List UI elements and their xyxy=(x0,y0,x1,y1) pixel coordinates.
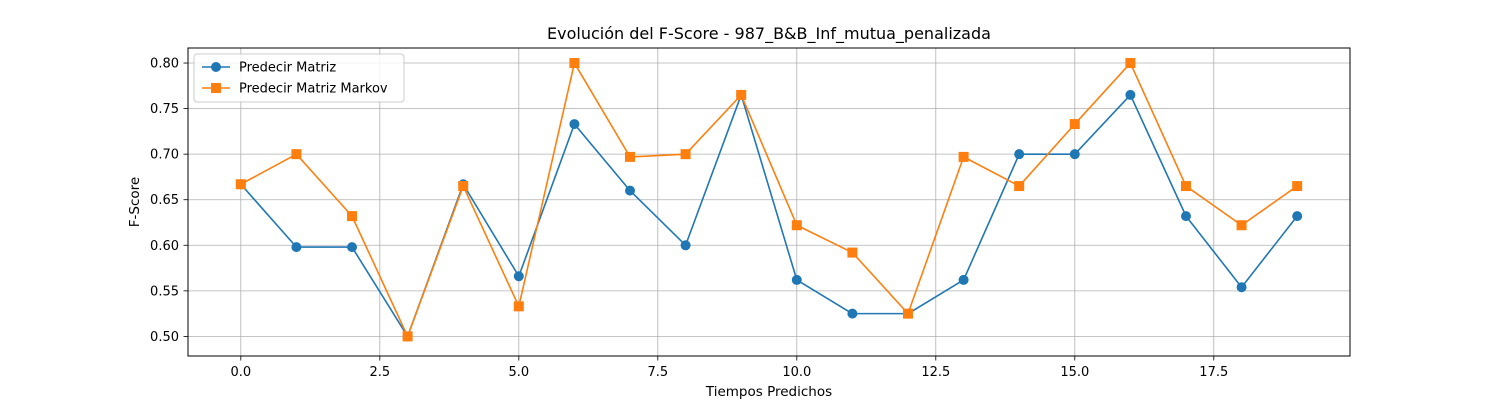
data-point xyxy=(1014,181,1025,192)
y-tick-label: 0.55 xyxy=(150,284,179,299)
data-point xyxy=(958,151,969,162)
data-point xyxy=(1069,149,1080,160)
data-point xyxy=(347,211,358,222)
x-tick-label: 7.5 xyxy=(647,365,668,380)
y-tick-label: 0.60 xyxy=(150,239,179,254)
legend-label: Predecir Matriz Markov xyxy=(239,82,388,97)
data-point xyxy=(402,331,413,342)
data-point xyxy=(736,89,747,100)
legend: Predecir Matriz Predecir Matriz Markov xyxy=(193,53,405,103)
y-axis-label: F-Score xyxy=(127,177,143,227)
data-point xyxy=(1236,220,1247,231)
y-tick-label: 0.65 xyxy=(150,193,179,208)
x-tick-label: 10.0 xyxy=(782,365,811,380)
x-tick-label: 12.5 xyxy=(921,365,950,380)
data-point xyxy=(1180,181,1191,192)
series-2 xyxy=(235,58,1303,342)
data-point xyxy=(1125,89,1136,100)
data-point xyxy=(1014,149,1025,160)
y-tick-label: 0.70 xyxy=(150,148,179,163)
data-point xyxy=(791,274,802,285)
data-point xyxy=(458,181,469,192)
data-point xyxy=(347,242,358,253)
data-point xyxy=(513,301,524,312)
data-point xyxy=(625,185,636,196)
data-point xyxy=(791,220,802,231)
data-point xyxy=(1069,119,1080,130)
data-point xyxy=(1236,282,1247,293)
data-point xyxy=(1125,58,1136,69)
data-point xyxy=(1292,211,1303,222)
y-tick-label: 0.50 xyxy=(150,330,179,345)
x-axis-label: Tiempos Predichos xyxy=(705,384,832,400)
chart-title: Evolución del F-Score - 987_B&B_Inf_mutu… xyxy=(547,24,991,44)
data-point xyxy=(513,271,524,282)
data-point xyxy=(847,308,858,319)
legend-box xyxy=(193,53,405,103)
x-tick-label: 17.5 xyxy=(1199,365,1228,380)
x-tick-label: 2.5 xyxy=(369,365,390,380)
x-tick-label: 15.0 xyxy=(1060,365,1089,380)
data-point xyxy=(1180,211,1191,222)
y-tick-label: 0.75 xyxy=(150,102,179,117)
x-tick-label: 5.0 xyxy=(508,365,529,380)
series-lines xyxy=(235,58,1303,342)
data-point xyxy=(1292,181,1303,192)
grid xyxy=(188,48,1350,356)
legend-swatch-marker xyxy=(211,83,221,93)
data-point xyxy=(235,179,246,190)
data-point xyxy=(958,274,969,285)
legend-swatch-marker xyxy=(211,62,221,72)
data-point xyxy=(291,149,302,160)
x-tick-label: 0.0 xyxy=(230,365,251,380)
data-point xyxy=(680,149,691,160)
legend-label: Predecir Matriz xyxy=(239,61,336,76)
data-point xyxy=(291,242,302,253)
data-point xyxy=(625,151,636,162)
data-point xyxy=(569,119,580,130)
legend-item: Predecir Matriz Markov xyxy=(202,82,388,97)
data-point xyxy=(847,247,858,258)
data-point xyxy=(680,240,691,251)
axis-ticks: 0.0 2.5 5.0 7.5 10.0 12.5 15.0 17.5 0.50 0.55 0.60… xyxy=(150,57,1228,380)
series-line xyxy=(239,62,1299,338)
data-point xyxy=(902,308,913,319)
data-point xyxy=(569,58,580,69)
legend-item: Predecir Matriz xyxy=(202,61,336,76)
plot-frame xyxy=(187,47,1351,357)
y-tick-label: 0.80 xyxy=(150,57,179,72)
